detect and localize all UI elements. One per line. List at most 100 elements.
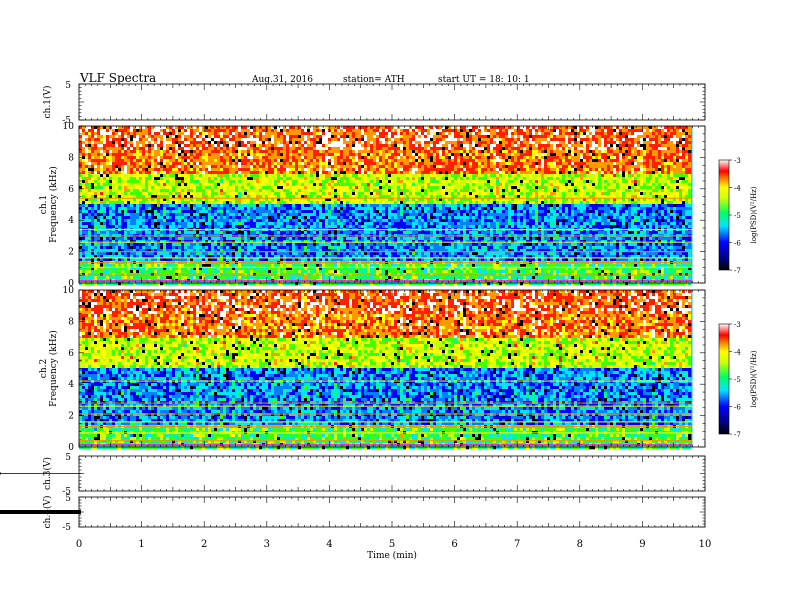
spectrogram-cell	[175, 174, 179, 178]
spectrogram-cell	[325, 189, 329, 193]
spectrogram-cell	[292, 186, 296, 190]
spectrogram-cell	[211, 201, 215, 205]
spectrogram-cell	[277, 159, 281, 163]
spectrogram-cell	[127, 216, 131, 220]
spectrogram-cell	[163, 243, 167, 247]
spectrogram-cell	[274, 174, 278, 178]
spectrogram-cell	[259, 153, 263, 157]
spectrogram-cell	[247, 264, 251, 268]
spectrogram-cell	[283, 264, 287, 268]
spectrogram-cell	[109, 159, 113, 163]
spectrogram-cell	[217, 201, 221, 205]
spectrogram-cell	[253, 258, 257, 262]
spectrogram-cell	[274, 156, 278, 160]
spectrogram-cell	[241, 165, 245, 169]
spectrogram-cell	[151, 270, 155, 274]
spectrogram-cell	[271, 258, 275, 262]
spectrogram-cell	[337, 225, 341, 229]
spectrogram-cell	[97, 153, 101, 157]
spectrogram-cell	[166, 258, 170, 262]
spectrogram-cell	[187, 165, 191, 169]
spectrogram-cell	[286, 195, 290, 199]
spectrogram-cell	[289, 171, 293, 175]
spectrogram-cell	[100, 180, 104, 184]
spectrogram-cell	[94, 153, 98, 157]
spectrogram-cell	[307, 177, 311, 181]
spectrogram-cell	[199, 177, 203, 181]
spectrogram-cell	[313, 249, 317, 253]
spectrogram-cell	[241, 141, 245, 145]
spectrogram-cell	[91, 198, 95, 202]
spectrogram-cell	[199, 216, 203, 220]
spectrogram-cell	[274, 177, 278, 181]
spectrogram-cell	[340, 153, 344, 157]
spectrogram-cell	[229, 189, 233, 193]
spectrogram-cell	[118, 201, 122, 205]
spectrogram-cell	[145, 222, 149, 226]
spectrogram-cell	[277, 183, 281, 187]
spectrogram-cell	[130, 246, 134, 250]
spectrogram-cell	[241, 171, 245, 175]
spectrogram-cell	[313, 168, 317, 172]
spectrogram-cell	[250, 231, 254, 235]
spectrogram-cell	[88, 270, 92, 274]
spectrogram-cell	[145, 177, 149, 181]
spectrogram-cell	[316, 237, 320, 241]
spectrogram-cell	[160, 246, 164, 250]
spectrogram-cell	[295, 162, 299, 166]
spectrogram-cell	[154, 183, 158, 187]
spectrogram-cell	[268, 216, 272, 220]
spectrogram-cell	[262, 192, 266, 196]
spectrogram-cell	[160, 210, 164, 214]
spectrogram-cell	[217, 225, 221, 229]
spectrogram-cell	[196, 219, 200, 223]
spectrogram-cell	[91, 246, 95, 250]
spectrogram-cell	[214, 219, 218, 223]
spectrogram-cell	[163, 132, 167, 136]
spectrogram-cell	[181, 126, 185, 130]
spectrogram-cell	[145, 213, 149, 217]
spectrogram-cell	[199, 270, 203, 274]
spectrogram-cell	[79, 216, 83, 220]
spectrogram-cell	[259, 255, 263, 259]
spectrogram-cell	[193, 237, 197, 241]
spectrogram-cell	[217, 207, 221, 211]
spectrogram-cell	[193, 198, 197, 202]
spectrogram-cell	[232, 141, 236, 145]
spectrogram-cell	[337, 210, 341, 214]
spectrogram-cell	[178, 267, 182, 271]
spectrogram-cell	[247, 282, 251, 286]
spectrogram-cell	[256, 141, 260, 145]
spectrogram-cell	[115, 174, 119, 178]
spectrogram-cell	[88, 192, 92, 196]
spectrogram-cell	[256, 171, 260, 175]
spectrogram-cell	[214, 255, 218, 259]
spectrogram-cell	[91, 231, 95, 235]
spectrogram-cell	[319, 216, 323, 220]
spectrogram-cell	[319, 135, 323, 139]
spectrogram-cell	[340, 267, 344, 271]
spectrogram-cell	[163, 258, 167, 262]
spectrogram-cell	[118, 138, 122, 142]
spectrogram-cell	[226, 165, 230, 169]
spectrogram-cell	[184, 135, 188, 139]
spectrogram-cell	[304, 174, 308, 178]
spectrogram-cell	[91, 135, 95, 139]
spectrogram-cell	[211, 150, 215, 154]
spectrogram-cell	[130, 156, 134, 160]
spectrogram-cell	[322, 192, 326, 196]
spectrogram-cell	[256, 162, 260, 166]
spectrogram-cell	[193, 267, 197, 271]
spectrogram-cell	[142, 195, 146, 199]
spectrogram-cell	[187, 267, 191, 271]
spectrogram-cell	[118, 147, 122, 151]
spectrogram-cell	[232, 267, 236, 271]
spectrogram-cell	[157, 141, 161, 145]
spectrogram-cell	[250, 246, 254, 250]
spectrogram-cell	[160, 192, 164, 196]
spectrogram-cell	[124, 126, 128, 130]
spectrogram-cell	[148, 249, 152, 253]
spectrogram-cell	[283, 138, 287, 142]
spectrogram-cell	[148, 144, 152, 148]
spectrogram-cell	[187, 216, 191, 220]
